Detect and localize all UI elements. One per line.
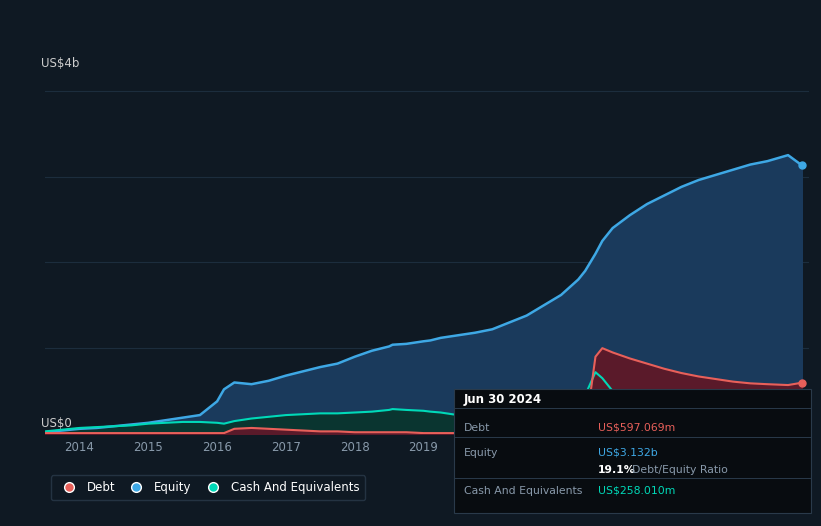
Text: US$597.069m: US$597.069m	[598, 422, 675, 433]
Text: US$0: US$0	[41, 417, 72, 430]
Text: US$258.010m: US$258.010m	[598, 485, 675, 496]
Text: Jun 30 2024: Jun 30 2024	[464, 393, 542, 406]
Text: 19.1%: 19.1%	[598, 464, 635, 475]
Text: Debt/Equity Ratio: Debt/Equity Ratio	[632, 464, 728, 475]
Text: US$4b: US$4b	[41, 57, 80, 70]
Text: US$3.132b: US$3.132b	[598, 448, 658, 458]
Text: Equity: Equity	[464, 448, 498, 458]
Text: Debt: Debt	[464, 422, 490, 433]
Text: Cash And Equivalents: Cash And Equivalents	[464, 485, 582, 496]
Legend: Debt, Equity, Cash And Equivalents: Debt, Equity, Cash And Equivalents	[51, 476, 365, 500]
